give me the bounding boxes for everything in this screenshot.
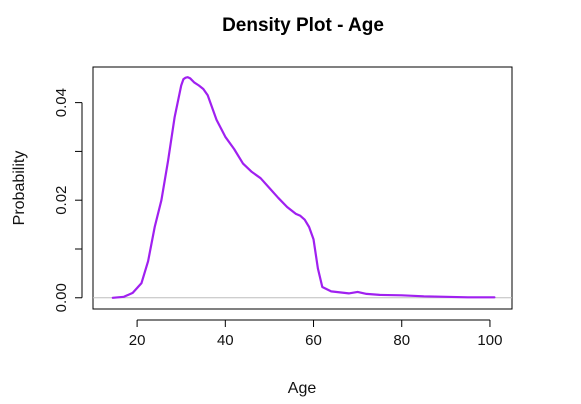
x-tick-label: 60 [305,332,322,349]
density-line [113,77,495,298]
y-tick-label: 0.04 [53,88,70,117]
x-tick-label: 100 [477,332,502,349]
x-axis: 20 40 60 80 100 [129,320,503,349]
y-axis: 0.00 0.02 0.04 [53,88,82,312]
x-tick-label: 40 [217,332,234,349]
x-tick-label: 20 [129,332,146,349]
y-axis-label: Probability [11,151,28,226]
plot-frame [93,67,512,309]
y-tick-label: 0.02 [53,186,70,215]
x-tick-label: 80 [393,332,410,349]
x-axis-label: Age [288,380,317,397]
y-tick-label: 0.00 [53,283,70,312]
chart-title: Density Plot - Age [222,15,384,36]
